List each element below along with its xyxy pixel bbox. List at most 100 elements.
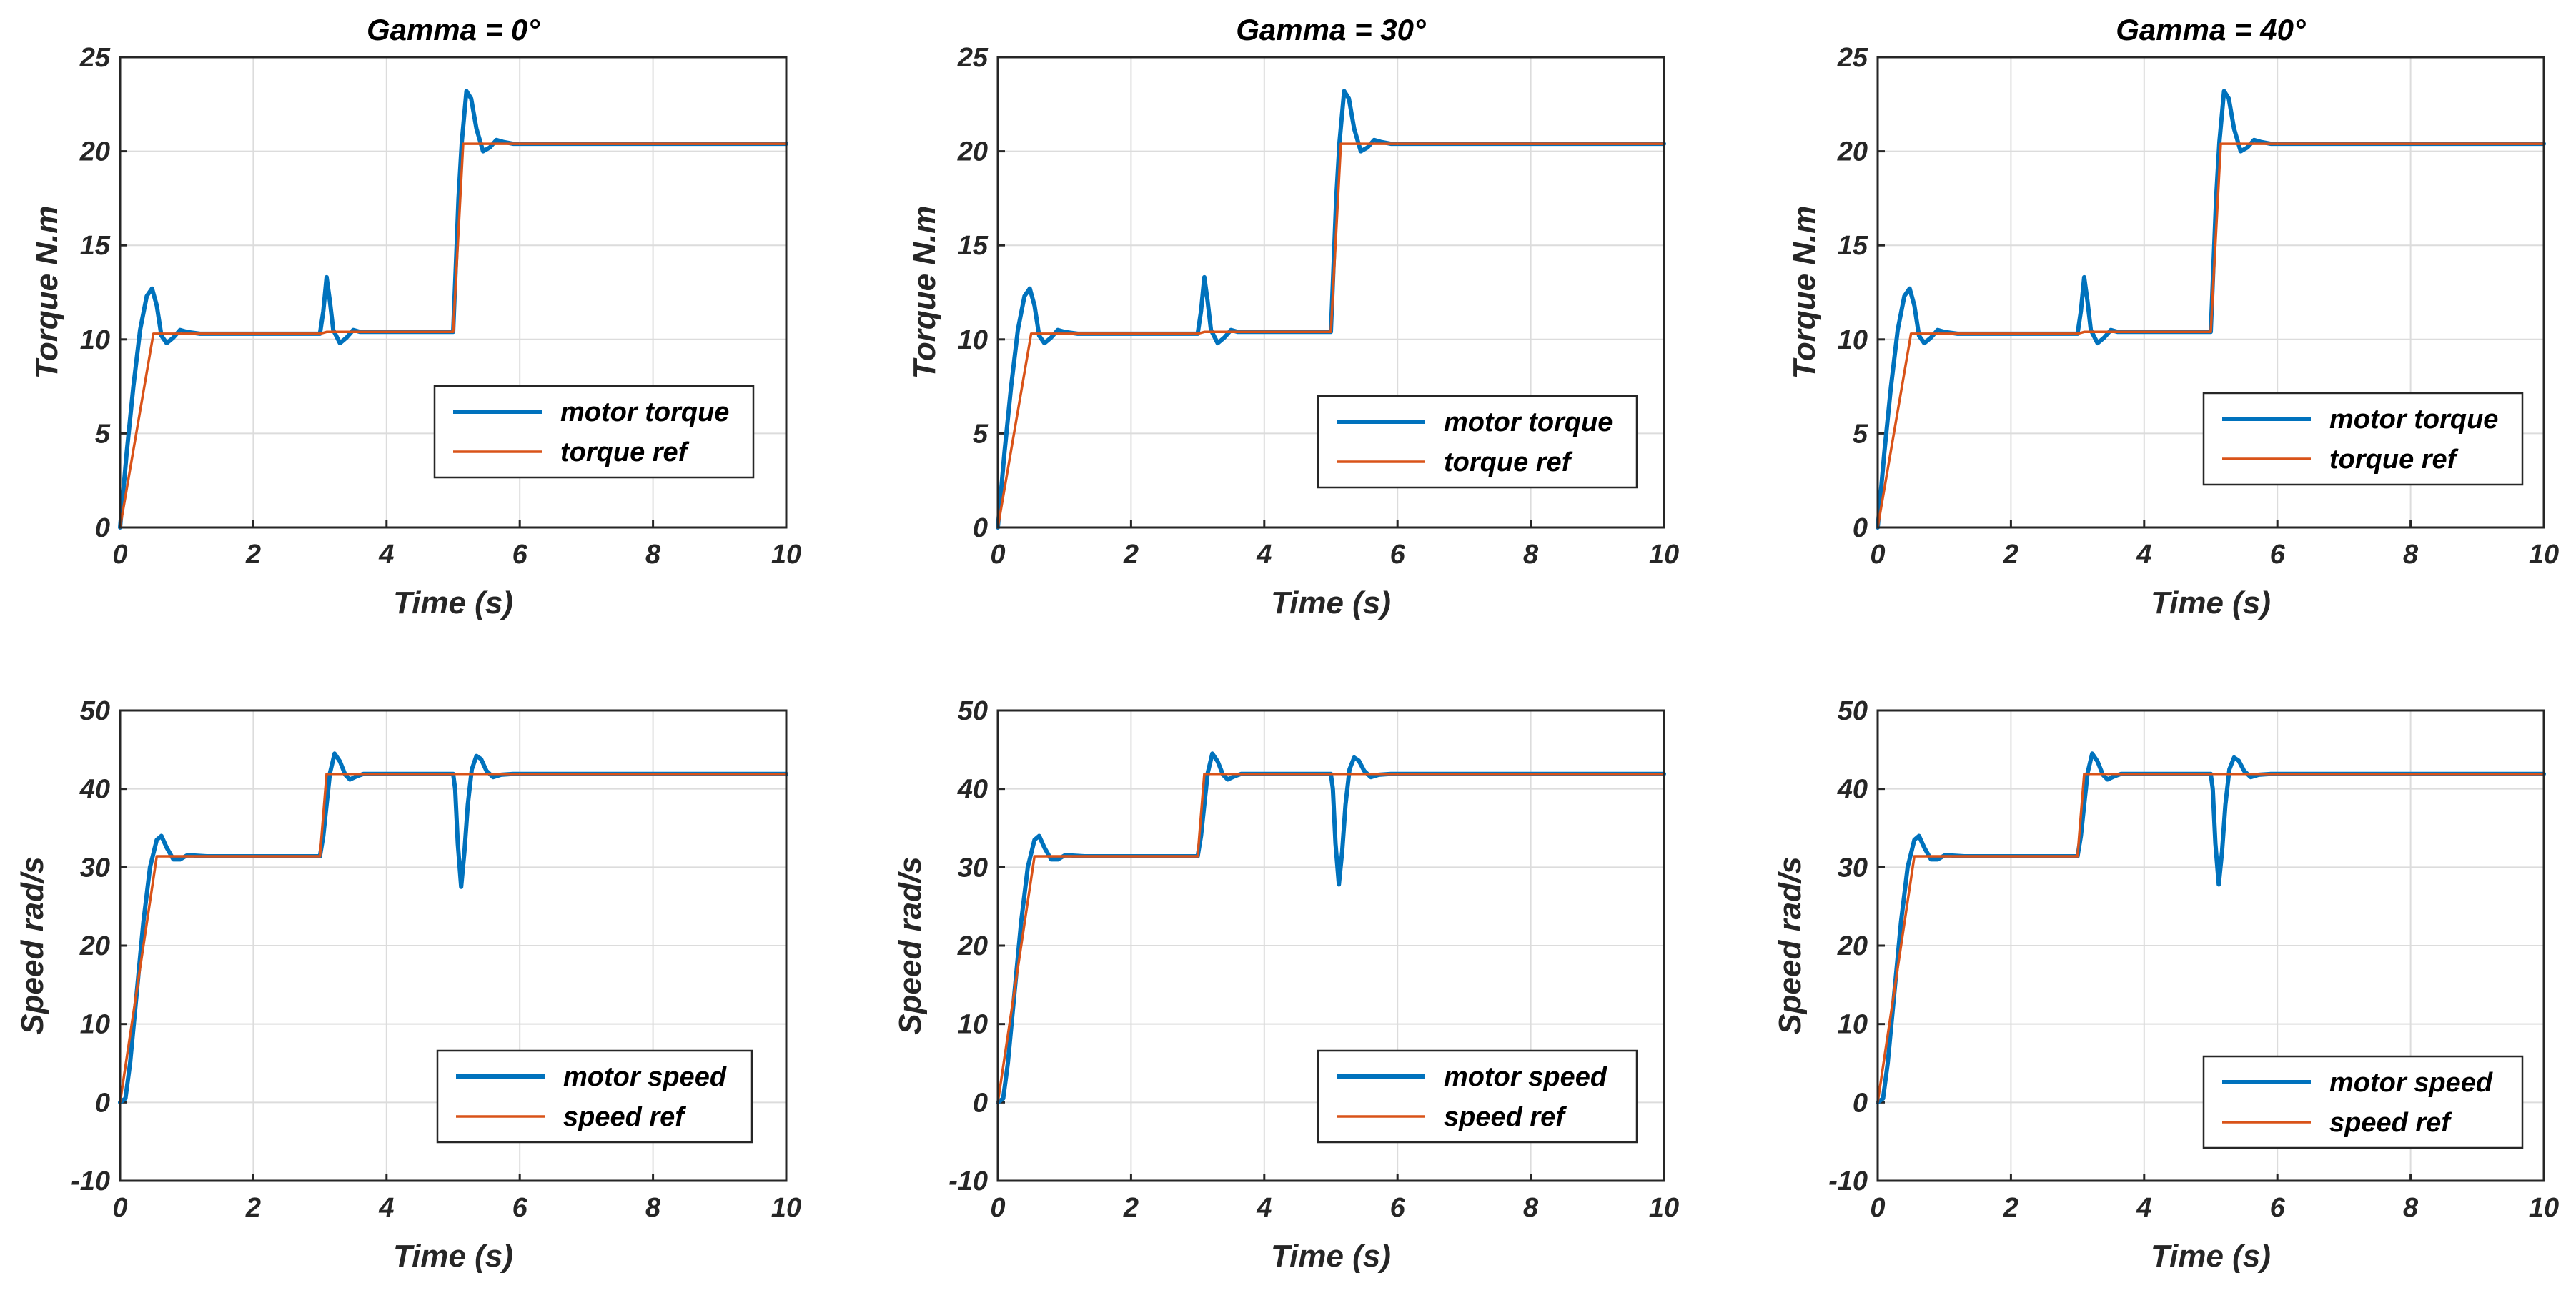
chart-5-x-tick-label: 2 [1123, 1193, 1139, 1223]
chart-5-x-tick-label: 0 [990, 1193, 1005, 1223]
chart-5-x-tick-label: 10 [1649, 1193, 1679, 1223]
chart-3-series-motor-line [1876, 89, 2546, 530]
chart-1-x-tick-label: 0 [112, 540, 127, 570]
chart-1-x-tick-label: 2 [245, 540, 261, 570]
chart-3-legend-label-ref: torque ref [2329, 445, 2459, 475]
chart-3-series-ref-line [1876, 142, 2545, 529]
chart-4-series-motor-line [118, 751, 788, 1105]
chart-1-y-tick-label: 10 [80, 325, 110, 355]
chart-3-y-tick-label: 0 [1853, 513, 1868, 543]
chart-1-y-axis-label: Torque N.m [29, 206, 64, 380]
chart-6-series-motor-line [1876, 751, 2546, 1105]
chart-2-y-tick-label: 5 [973, 419, 989, 449]
chart-2-y-tick-label: 20 [957, 137, 988, 167]
chart-5-y-tick-label: 50 [958, 696, 988, 726]
chart-2-legend-box [1317, 395, 1638, 489]
chart-3-x-tick-label: 4 [2136, 540, 2151, 570]
chart-1-legend-box [433, 385, 755, 479]
chart-1-y-tick-label: 20 [79, 137, 110, 167]
chart-4-y-tick-label: 50 [80, 696, 110, 726]
chart-4-x-tick-label: 0 [112, 1193, 127, 1223]
chart-4-legend-label-ref: speed ref [563, 1102, 686, 1132]
chart-4-y-tick-label: 0 [95, 1088, 110, 1118]
chart-1-y-tick-label: 0 [95, 513, 110, 543]
chart-5-x-tick-label: 8 [1523, 1193, 1539, 1223]
chart-5-x-tick-label: 4 [1256, 1193, 1272, 1223]
chart-4-x-tick-label: 10 [771, 1193, 801, 1223]
chart-5-y-axis-label: Speed rad/s [893, 856, 928, 1034]
chart-5-y-tick-label: 10 [958, 1010, 988, 1040]
chart-3-title: Gamma = 40° [2116, 13, 2307, 46]
chart-3-y-tick-label: 10 [1838, 325, 1868, 355]
chart-6-x-tick-label: 2 [2003, 1193, 2018, 1223]
chart-2-title: Gamma = 30° [1236, 13, 1427, 46]
chart-4-legend-box [436, 1049, 753, 1144]
chart-2-axes-frame [996, 56, 1665, 529]
chart-3-x-axis-label: Time (s) [2151, 585, 2271, 620]
chart-4-x-tick-label: 2 [245, 1193, 261, 1223]
chart-3-y-tick-label: 15 [1838, 231, 1868, 261]
chart-4-x-tick-label: 4 [378, 1193, 394, 1223]
chart-4-x-axis-label: Time (s) [393, 1239, 513, 1274]
chart-5-y-tick-label: 40 [957, 775, 988, 805]
chart-6-y-tick-label: 40 [1837, 775, 1868, 805]
chart-4-axes-frame [119, 709, 788, 1182]
chart-2-series-motor-line [996, 89, 1666, 530]
chart-4-legend-label-motor: motor speed [563, 1062, 727, 1092]
chart-4-y-tick-label: 10 [80, 1010, 110, 1040]
chart-6-x-tick-label: 10 [2529, 1193, 2559, 1223]
chart-6-axes-frame [1876, 709, 2545, 1182]
chart-2-legend-label-ref: torque ref [1444, 447, 1573, 477]
chart-1-series-motor-line [118, 89, 788, 530]
chart-1-x-tick-label: 10 [771, 540, 801, 570]
chart-1-y-tick-label: 25 [79, 43, 111, 73]
chart-3-y-axis-label: Torque N.m [1787, 206, 1822, 380]
chart-2-y-tick-label: 25 [957, 43, 989, 73]
chart-5-legend-box [1317, 1049, 1638, 1144]
chart-1-y-tick-label: 5 [95, 419, 111, 449]
chart-5-legend-label-ref: speed ref [1444, 1102, 1567, 1132]
chart-2-y-tick-label: 15 [958, 231, 989, 261]
chart-4-y-tick-label: 20 [79, 931, 110, 961]
chart-6-legend-label-motor: motor speed [2329, 1068, 2493, 1098]
chart-6-legend-box [2202, 1055, 2524, 1149]
chart-6-y-tick-label: -10 [1828, 1166, 1868, 1197]
chart-6-x-tick-label: 4 [2136, 1193, 2151, 1223]
chart-4-y-tick-label: 30 [80, 853, 110, 883]
chart-3-x-tick-label: 2 [2003, 540, 2018, 570]
chart-2-x-tick-label: 4 [1256, 540, 1272, 570]
chart-2-x-tick-label: 2 [1123, 540, 1139, 570]
chart-6-y-tick-label: 20 [1837, 931, 1868, 961]
chart-6-series-ref-line [1876, 773, 2545, 1104]
chart-2-x-tick-label: 8 [1523, 540, 1539, 570]
chart-4-y-axis-label: Speed rad/s [15, 856, 50, 1034]
chart-5-x-axis-label: Time (s) [1271, 1239, 1391, 1274]
chart-1-x-axis-label: Time (s) [393, 585, 513, 620]
chart-2-x-axis-label: Time (s) [1271, 585, 1391, 620]
chart-4-y-tick-label: -10 [71, 1166, 110, 1197]
chart-2-y-tick-label: 0 [973, 513, 988, 543]
chart-2-x-tick-label: 10 [1649, 540, 1679, 570]
chart-1-y-tick-label: 15 [80, 231, 111, 261]
chart-6-y-axis-label: Speed rad/s [1773, 856, 1808, 1034]
chart-3-axes-frame [1876, 56, 2545, 529]
chart-3-legend-box [2202, 392, 2524, 486]
chart-1-legend-label-ref: torque ref [560, 437, 690, 467]
chart-3-y-tick-label: 25 [1837, 43, 1868, 73]
chart-2-y-tick-label: 10 [958, 325, 988, 355]
chart-1-x-tick-label: 6 [512, 540, 528, 570]
chart-1-title: Gamma = 0° [367, 13, 540, 46]
chart-5-legend-label-motor: motor speed [1444, 1062, 1607, 1092]
chart-5-series-motor-line [996, 751, 1666, 1105]
chart-5-y-tick-label: 0 [973, 1088, 988, 1118]
chart-4-series-ref-line [119, 773, 788, 1104]
chart-3-legend-label-motor: motor torque [2329, 405, 2498, 435]
chart-1-axes-frame [119, 56, 788, 529]
chart-6-y-tick-label: 10 [1838, 1010, 1868, 1040]
chart-1-x-tick-label: 4 [378, 540, 394, 570]
chart-3-y-tick-label: 20 [1837, 137, 1868, 167]
chart-6-x-tick-label: 6 [2270, 1193, 2286, 1223]
chart-4-x-tick-label: 6 [512, 1193, 528, 1223]
chart-2-y-axis-label: Torque N.m [907, 206, 942, 380]
